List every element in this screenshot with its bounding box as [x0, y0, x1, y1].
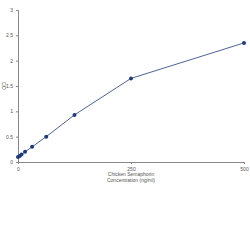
- tick-label: 2: [10, 58, 13, 64]
- tick-label: 0: [10, 159, 13, 165]
- line: [18, 43, 244, 157]
- tick-label: 1.5: [6, 83, 13, 89]
- tick-label: 3: [10, 7, 13, 13]
- tick-mark: [16, 111, 18, 112]
- tick-mark: [131, 162, 132, 164]
- tick-mark: [16, 35, 18, 36]
- tick: 1.5: [6, 83, 18, 89]
- chart: 025050000.511.522.53Chicken SemaphorinCo…: [0, 0, 250, 250]
- tick-label: 0.5: [6, 134, 13, 140]
- tick-label: 500: [240, 166, 249, 172]
- axis-title-line: Concentration (ng/ml): [107, 177, 155, 183]
- tick-mark: [244, 162, 245, 164]
- tick: 0: [10, 159, 18, 165]
- tick: 500: [240, 162, 249, 172]
- tick: 2: [10, 58, 18, 64]
- point: [242, 41, 246, 45]
- axis-line: [16, 11, 19, 163]
- point: [23, 150, 27, 154]
- tick-mark: [16, 137, 18, 138]
- tick-mark: [16, 10, 18, 11]
- tick: 3: [10, 7, 18, 13]
- tick-mark: [16, 61, 18, 62]
- y-axis-title: OD: [1, 82, 7, 90]
- point: [73, 113, 77, 117]
- y-axis: 0 0.5 1 1.5 2 2.5 3: [6, 7, 18, 165]
- tick: 0: [17, 162, 20, 172]
- tick: 0.5: [6, 134, 18, 140]
- point: [44, 135, 48, 139]
- axis-line: [19, 163, 245, 165]
- tick-label: 1: [10, 108, 13, 114]
- point: [129, 76, 133, 80]
- plot: 025050000.511.522.53: [6, 7, 249, 171]
- tick: 2.5: [6, 32, 18, 38]
- point: [30, 145, 34, 149]
- tick: 1: [10, 108, 18, 114]
- tick-mark: [16, 162, 18, 163]
- marks: [16, 41, 246, 159]
- tick-mark: [16, 86, 18, 87]
- tick-label: 0: [17, 166, 20, 172]
- x-axis-title: Chicken SemaphorinConcentration (ng/ml): [107, 171, 155, 183]
- point: [20, 152, 24, 156]
- tick-label: 2.5: [6, 32, 13, 38]
